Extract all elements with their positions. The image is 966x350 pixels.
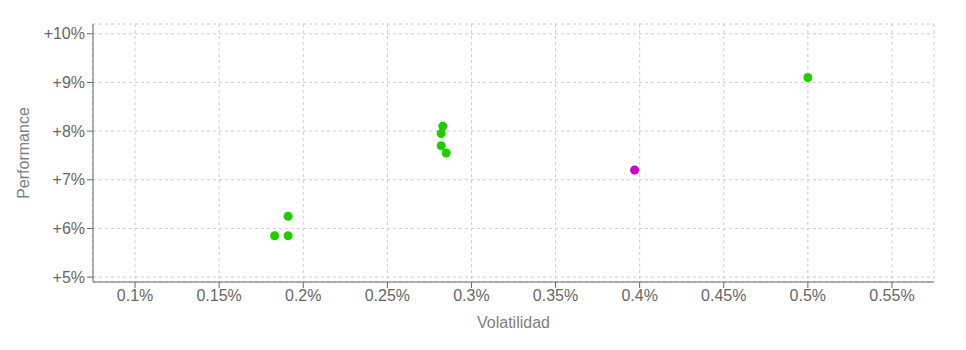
svg-text:0.4%: 0.4%: [621, 287, 657, 304]
svg-text:Performance: Performance: [15, 107, 32, 199]
svg-text:+5%: +5%: [53, 269, 85, 286]
svg-text:0.55%: 0.55%: [869, 287, 914, 304]
svg-text:+10%: +10%: [44, 25, 85, 42]
svg-text:0.2%: 0.2%: [285, 287, 321, 304]
svg-text:0.45%: 0.45%: [701, 287, 746, 304]
svg-text:0.35%: 0.35%: [533, 287, 578, 304]
svg-text:0.3%: 0.3%: [453, 287, 489, 304]
svg-text:+6%: +6%: [53, 220, 85, 237]
svg-text:0.15%: 0.15%: [196, 287, 241, 304]
svg-text:+9%: +9%: [53, 74, 85, 91]
svg-text:Volatilidad: Volatilidad: [477, 314, 550, 331]
svg-text:0.5%: 0.5%: [790, 287, 826, 304]
svg-text:+7%: +7%: [53, 171, 85, 188]
svg-text:+8%: +8%: [53, 123, 85, 140]
svg-text:0.1%: 0.1%: [117, 287, 153, 304]
svg-text:0.25%: 0.25%: [365, 287, 410, 304]
